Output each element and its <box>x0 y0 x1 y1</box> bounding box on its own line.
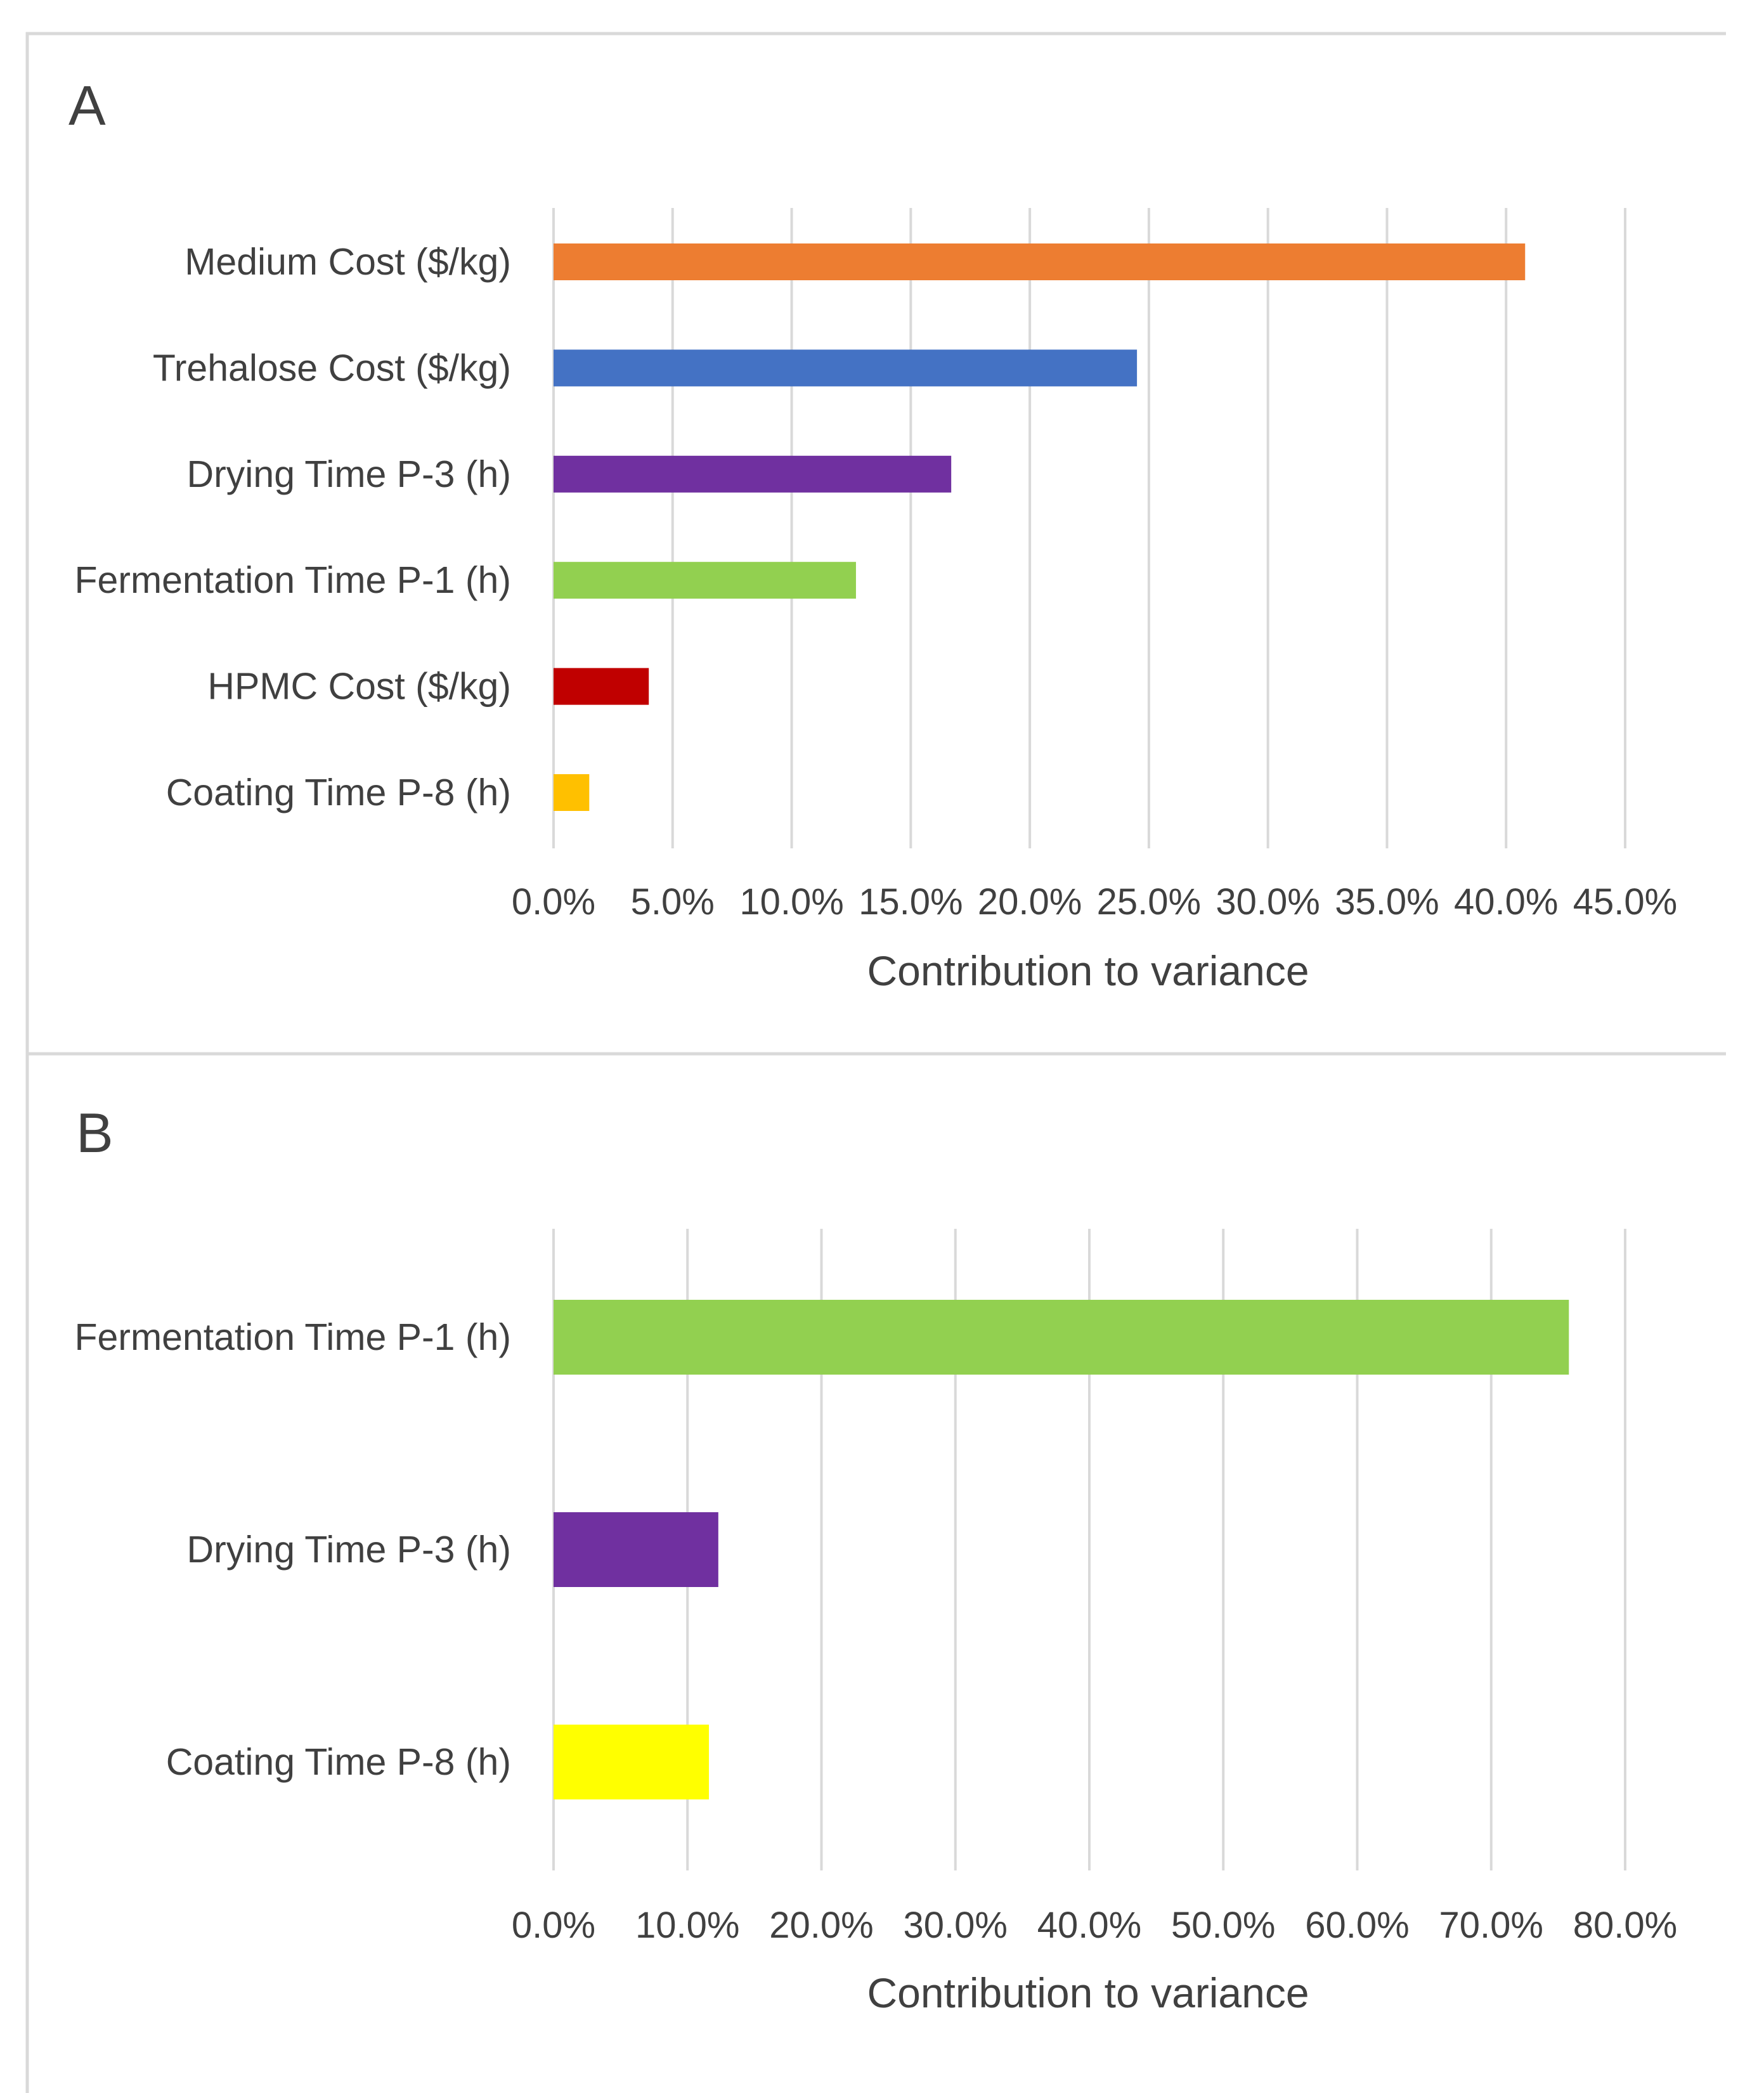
panel-b-tick-labels: 0.0% 10.0% 20.0% 30.0% 40.0% 50.0% 60.0% 70.0% 8… <box>512 1905 1677 1946</box>
panel-a-grid <box>552 208 1626 848</box>
panel-a-tick-label: 45.0% <box>1573 881 1677 923</box>
panel-a-tick-label: 40.0% <box>1454 881 1558 923</box>
panel-b-tick-label: 40.0% <box>1037 1905 1141 1946</box>
panel-a-tick-label: 0.0% <box>512 881 595 923</box>
panel-b-tick-label: 10.0% <box>635 1905 739 1946</box>
panel-a-category-labels: Medium Cost ($/kg) Trehalose Cost ($/kg) D… <box>74 241 511 813</box>
panel-b-category-labels: Fermentation Time P-1 (h) Drying Time P-3… <box>74 1316 511 1783</box>
panel-a-bar <box>554 349 1138 387</box>
panel-b-letter: B <box>76 1101 113 1164</box>
panel-b-category-label: Coating Time P-8 (h) <box>166 1741 511 1783</box>
panel-a-category-label: Coating Time P-8 (h) <box>166 772 511 813</box>
panel-b-tick-label: 60.0% <box>1305 1905 1409 1946</box>
panel-a-category-label: Drying Time P-3 (h) <box>187 453 511 495</box>
panel-a-frame <box>25 32 1726 1056</box>
panel-a-bar <box>554 668 649 705</box>
panel-a-tick-label: 10.0% <box>739 881 843 923</box>
panel-a-category-label: Medium Cost ($/kg) <box>185 241 511 283</box>
panel-a-bars <box>554 243 1526 811</box>
panel-a-category-label: HPMC Cost ($/kg) <box>207 666 511 708</box>
panel-b-tick-label: 70.0% <box>1439 1905 1543 1946</box>
panel-a-tick-label: 15.0% <box>859 881 963 923</box>
panel-b-category-label: Drying Time P-3 (h) <box>187 1529 511 1571</box>
panel-a-tick-label: 5.0% <box>631 881 715 923</box>
panel-a-tick-label: 20.0% <box>978 881 1082 923</box>
panel-b-bars <box>554 1300 1569 1799</box>
panel-a-category-label: Trehalose Cost ($/kg) <box>153 347 511 389</box>
panel-b-tick-label: 50.0% <box>1171 1905 1275 1946</box>
panel-a-bar <box>554 774 590 811</box>
panel-a-letter: A <box>68 74 106 137</box>
panel-a-chart: A Medium Cost ($/kg) Trehalose Cost ($/kg… <box>68 74 1677 994</box>
panel-a-bar <box>554 562 856 599</box>
panel-b-tick-label: 30.0% <box>904 1905 1008 1946</box>
panel-b-tick-label: 20.0% <box>769 1905 873 1946</box>
panel-b-tick-label: 80.0% <box>1573 1905 1677 1946</box>
panel-b-bar <box>554 1725 710 1799</box>
panel-b-tick-label: 0.0% <box>512 1905 595 1946</box>
panel-a-tick-label: 30.0% <box>1216 881 1320 923</box>
panel-a-tick-label: 25.0% <box>1097 881 1201 923</box>
panel-b-category-label: Fermentation Time P-1 (h) <box>74 1316 511 1358</box>
panel-a-bar <box>554 243 1526 280</box>
panel-a-bar <box>554 455 952 493</box>
panel-a-category-label: Fermentation Time P-1 (h) <box>74 559 511 601</box>
panel-a-tick-label: 35.0% <box>1335 881 1439 923</box>
panel-b-x-axis-title: Contribution to variance <box>867 1969 1309 2016</box>
panel-b-chart: B Fermentation Time P-1 (h) Drying Time P… <box>74 1101 1677 2016</box>
panel-b-bar <box>554 1512 718 1587</box>
panel-b-bar <box>554 1300 1569 1375</box>
panel-a-tick-labels: 0.0% 5.0% 10.0% 15.0% 20.0% 25.0% 30.0% 35.0% 40… <box>512 881 1677 923</box>
panel-a-x-axis-title: Contribution to variance <box>867 947 1309 994</box>
